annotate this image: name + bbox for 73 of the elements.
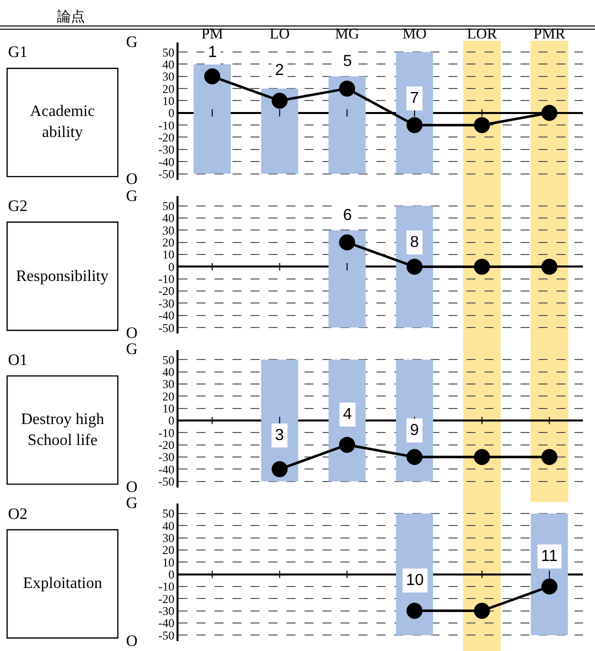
text: O1 [8,352,28,369]
y-tick-label: 10 [162,94,174,108]
y-tick-label: 40 [162,57,174,72]
y-tick-label: -50 [158,628,174,642]
y-tick-label: -10 [158,580,174,594]
y-tick-label: -40 [158,462,174,476]
y-tick-label: 20 [162,543,174,558]
y-tick-label: -20 [158,438,174,452]
y-tick-label: -50 [158,474,174,489]
y-tick-label: -40 [158,154,174,169]
annotation: 11 [541,548,558,565]
y-tick-label: -10 [158,426,174,440]
annotation: 3 [275,427,284,444]
y-tick-label: -30 [158,604,174,618]
annotation: 4 [343,406,352,423]
text: O [126,479,138,496]
y-tick-label: 20 [162,389,174,404]
y-tick-label: -10 [158,272,174,286]
y-tick-label: 30 [162,223,174,238]
text: Responsibility [16,268,108,285]
y-tick-label: 0 [168,260,174,274]
y-tick-label: 40 [162,518,174,533]
annotation: 10 [406,572,424,589]
y-tick-label: 30 [162,70,174,84]
text: G [126,341,138,358]
text: Academic ability [30,103,95,141]
text: O [126,325,138,342]
y-tick-label: 0 [168,414,174,428]
y-tick-label: -30 [158,296,174,310]
x-tick-label: MO [402,26,427,42]
y-tick-label: 20 [162,236,174,250]
y-tick-label: -20 [158,592,174,606]
y-tick-label: -40 [158,308,174,323]
y-tick-label: -50 [158,166,174,181]
y-tick-label: -40 [158,616,174,630]
text: 論点 [57,9,85,25]
annotation: 5 [343,53,352,70]
y-tick-label: -10 [158,118,174,132]
y-tick-label: 0 [168,568,174,582]
y-tick-label: 30 [162,377,174,392]
text: G [126,495,138,512]
y-tick-label: 20 [162,82,174,96]
y-tick-label: 10 [162,555,174,570]
text: Destroy high School life [21,411,104,449]
y-tick-label: -30 [158,450,174,464]
annotation: 7 [410,90,419,107]
y-tick-label: 30 [162,530,174,545]
text: G1 [8,44,28,61]
text: O [126,633,138,650]
y-tick-label: 50 [162,506,174,521]
y-tick-label: 10 [162,402,174,416]
text: O [126,171,138,188]
annotation: 9 [410,422,419,439]
y-tick-label: 50 [162,352,174,367]
text: G [126,34,138,51]
y-tick-label: 10 [162,248,174,262]
y-tick-label: 50 [162,45,174,60]
text: O2 [8,506,28,523]
y-tick-label: -50 [158,320,174,335]
annotation: 1 [208,44,217,61]
y-tick-label: 40 [162,211,174,226]
y-tick-label: 0 [168,106,174,120]
y-tick-label: -20 [158,130,174,144]
annotation: 6 [343,207,352,224]
text: G [126,188,138,205]
annotation: 8 [410,234,419,251]
annotation: 2 [275,62,284,79]
text: Exploitation [23,575,102,592]
text: G2 [8,198,28,215]
y-tick-label: 50 [162,199,174,214]
y-tick-label: -20 [158,284,174,298]
y-tick-label: 40 [162,365,174,380]
y-tick-label: -30 [158,142,174,157]
